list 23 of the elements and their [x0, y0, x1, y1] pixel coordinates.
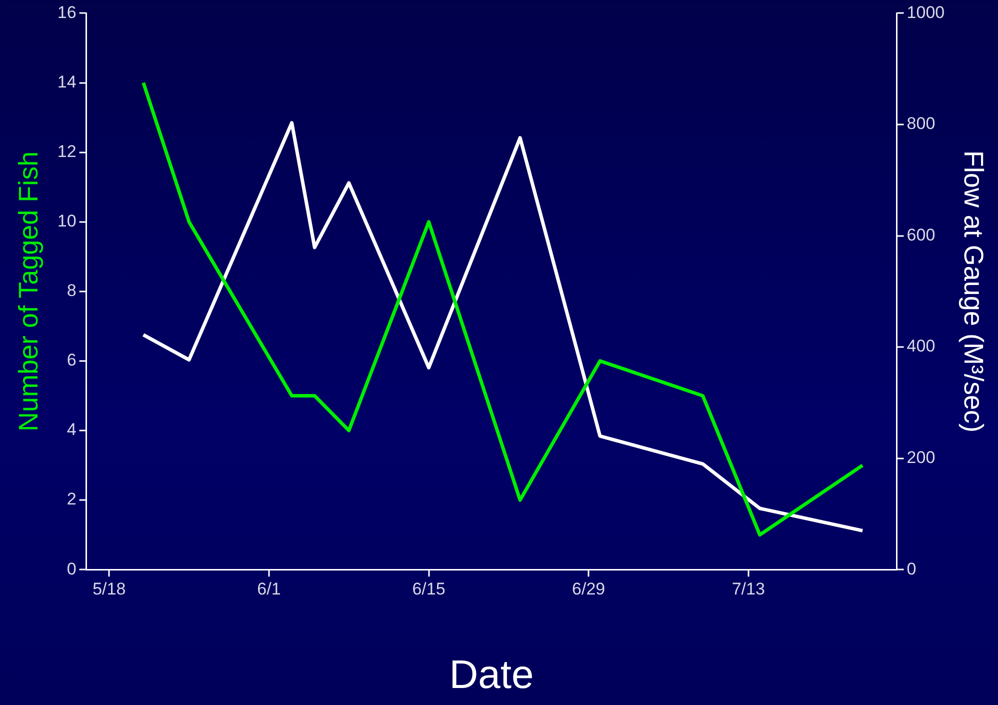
- x-tick-label: 6/29: [572, 579, 606, 598]
- y2-tick-label: 800: [906, 114, 936, 134]
- y-tick-label: 14: [57, 72, 76, 92]
- x-tick-label: 6/15: [412, 579, 446, 598]
- y-tick-label: 12: [57, 142, 76, 161]
- y2-tick-label: 0: [906, 559, 916, 578]
- y-axis-title: Number of Tagged Fish: [14, 151, 44, 432]
- y-tick-label: 16: [57, 2, 76, 22]
- y2-tick-label: 400: [906, 336, 936, 356]
- y-tick-label: 6: [66, 350, 76, 370]
- x-tick-label: 6/1: [257, 579, 281, 598]
- y2-axis-title: Flow at Gauge (M³/sec): [958, 150, 988, 432]
- x-tick-label: 7/13: [732, 579, 765, 598]
- y2-tick-label: 1000: [906, 2, 945, 22]
- y-tick-label: 10: [57, 212, 76, 231]
- y-tick-label: 4: [66, 420, 76, 440]
- y2-tick-label: 200: [906, 448, 936, 468]
- y-tick-label: 8: [66, 281, 76, 300]
- y-tick-label: 0: [66, 559, 76, 578]
- x-tick-label: 5/18: [92, 579, 126, 598]
- y2-tick-label: 600: [906, 225, 936, 244]
- y-tick-label: 2: [66, 490, 76, 509]
- x-axis-title: Date: [449, 653, 534, 698]
